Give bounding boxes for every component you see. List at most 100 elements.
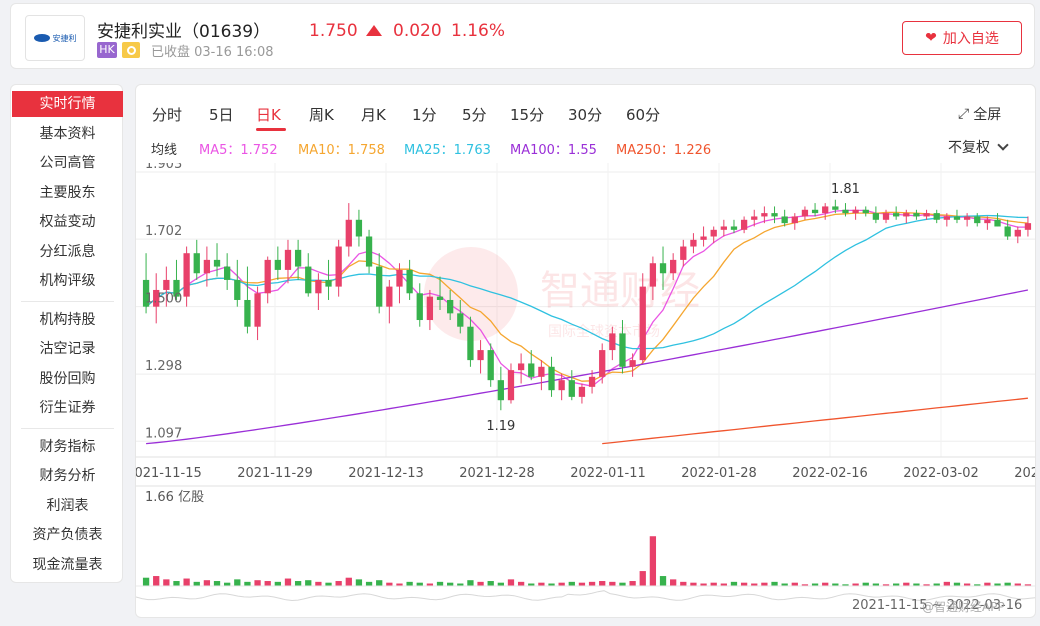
candle-body xyxy=(872,213,880,220)
price-extreme-label: 1.81 xyxy=(831,182,860,197)
candle-body xyxy=(882,213,890,220)
candle-body xyxy=(720,226,727,230)
volume-bar xyxy=(670,579,677,586)
candle-body xyxy=(761,213,768,217)
candle-body xyxy=(153,289,160,307)
candle-body xyxy=(588,376,596,387)
volume-bars xyxy=(136,536,1035,587)
volume-bar xyxy=(710,582,717,586)
candle-body xyxy=(629,360,636,367)
tab-monthly[interactable]: 月K xyxy=(361,106,386,124)
tab-daily[interactable]: 日K xyxy=(256,106,281,124)
volume-bar xyxy=(274,581,281,586)
volume-bar xyxy=(852,583,859,586)
candle-body xyxy=(528,363,535,377)
sidebar-item-equity-changes[interactable]: 权益变动 xyxy=(39,214,96,230)
volume-bar xyxy=(224,582,231,586)
candlesticks xyxy=(142,199,1032,411)
volume-bar xyxy=(142,577,150,586)
volume-bar xyxy=(791,582,798,586)
volume-bar xyxy=(933,583,940,586)
tab-5day[interactable]: 5日 xyxy=(209,106,234,124)
candle-body xyxy=(284,249,292,270)
date-tick-label: 2022-02-16 xyxy=(792,466,868,481)
volume-bar xyxy=(771,581,778,586)
candle-body xyxy=(487,350,494,381)
tab-30min[interactable]: 30分 xyxy=(568,106,603,124)
tab-5min[interactable]: 5分 xyxy=(462,106,487,124)
volume-bar xyxy=(568,581,575,586)
volume-bar xyxy=(1024,584,1032,586)
sidebar-item-financial-indicators[interactable]: 财务指标 xyxy=(39,439,96,455)
volume-bar xyxy=(720,583,727,586)
candle-body xyxy=(609,333,616,351)
sidebar-item-executives[interactable]: 公司高管 xyxy=(39,155,96,171)
volume-bar xyxy=(244,581,251,586)
kline-chart[interactable]: 智通财经 国际全球资本市场 1.9031.7021.5001.2981.097 … xyxy=(136,163,1036,618)
volume-bar xyxy=(203,580,211,586)
candle-body xyxy=(467,326,474,361)
volume-bar xyxy=(690,582,697,586)
adjust-type-select[interactable]: 不复权 xyxy=(948,137,1009,157)
volume-bar xyxy=(1004,582,1011,586)
sidebar-item-income-statement[interactable]: 利润表 xyxy=(46,498,89,514)
candle-body xyxy=(842,209,849,214)
candle-body xyxy=(943,216,950,220)
logo-text: 安捷利 xyxy=(52,33,77,43)
sidebar-item-financial-analysis[interactable]: 财务分析 xyxy=(39,468,96,484)
sidebar-item-buyback[interactable]: 股份回购 xyxy=(39,371,96,387)
candle-body xyxy=(649,263,657,287)
candle-body xyxy=(822,206,829,214)
volume-bar xyxy=(963,583,971,586)
price-change-pct: 1.16% xyxy=(451,21,506,41)
volume-bar xyxy=(801,584,809,586)
volume-bar xyxy=(588,581,596,586)
tab-1min[interactable]: 1分 xyxy=(412,106,437,124)
tab-15min[interactable]: 15分 xyxy=(510,106,545,124)
price-axis: 1.903 1.702 1.500 1.298 1.097 xyxy=(145,163,182,441)
sidebar-item-institutional[interactable]: 机构持股 xyxy=(39,312,96,328)
tab-weekly[interactable]: 周K xyxy=(309,106,334,124)
volume-bar xyxy=(578,582,586,586)
candle-body xyxy=(294,249,302,267)
volume-bar xyxy=(730,581,738,586)
sidebar-item-short-selling[interactable]: 沽空记录 xyxy=(39,341,96,357)
ma-legend-title: 均线 xyxy=(151,143,178,158)
tab-60min[interactable]: 60分 xyxy=(626,106,661,124)
candle-body xyxy=(730,226,738,230)
candle-body xyxy=(447,299,454,314)
candle-body xyxy=(345,219,352,247)
volume-bar xyxy=(193,581,200,586)
fullscreen-button[interactable]: ⤢ 全屏 xyxy=(958,104,1001,124)
candle-body xyxy=(355,219,363,237)
sidebar-item-ratings[interactable]: 机构评级 xyxy=(39,273,96,289)
volume-bar xyxy=(953,582,961,586)
candle-body xyxy=(893,213,900,217)
watermark-name: 智通财经 xyxy=(540,268,700,314)
volume-bar xyxy=(396,583,403,586)
sidebar-item-balance-sheet[interactable]: 资产负债表 xyxy=(32,527,103,543)
sidebar-item-derivatives[interactable]: 衍生证券 xyxy=(39,400,96,416)
sidebar-item-dividends[interactable]: 分红派息 xyxy=(39,244,96,260)
sidebar-item-shareholders[interactable]: 主要股东 xyxy=(39,185,96,201)
volume-bar xyxy=(842,584,849,586)
ma250-line xyxy=(602,397,1028,445)
add-favorite-button[interactable]: ❤ 加入自选 xyxy=(902,21,1022,55)
sidebar-item-realtime[interactable]: 实时行情 xyxy=(12,91,123,117)
price-tick-label: 1.298 xyxy=(145,359,182,374)
candle-body xyxy=(852,209,859,214)
candle-body xyxy=(923,213,930,217)
sidebar-item-cash-flow[interactable]: 现金流量表 xyxy=(32,557,103,573)
sidebar-divider xyxy=(21,428,114,429)
sidebar-item-profile[interactable]: 基本资料 xyxy=(39,126,96,142)
volume-bar xyxy=(517,581,525,586)
candle-body xyxy=(406,269,413,294)
volume-bar xyxy=(558,582,565,586)
volume-bar xyxy=(619,582,626,586)
volume-bar xyxy=(548,583,555,586)
volume-bar xyxy=(903,582,910,586)
tab-intraday[interactable]: 分时 xyxy=(152,106,183,124)
price-extreme-label: 1.19 xyxy=(486,419,515,434)
candle-body xyxy=(994,219,1001,227)
volume-bar xyxy=(355,579,363,586)
